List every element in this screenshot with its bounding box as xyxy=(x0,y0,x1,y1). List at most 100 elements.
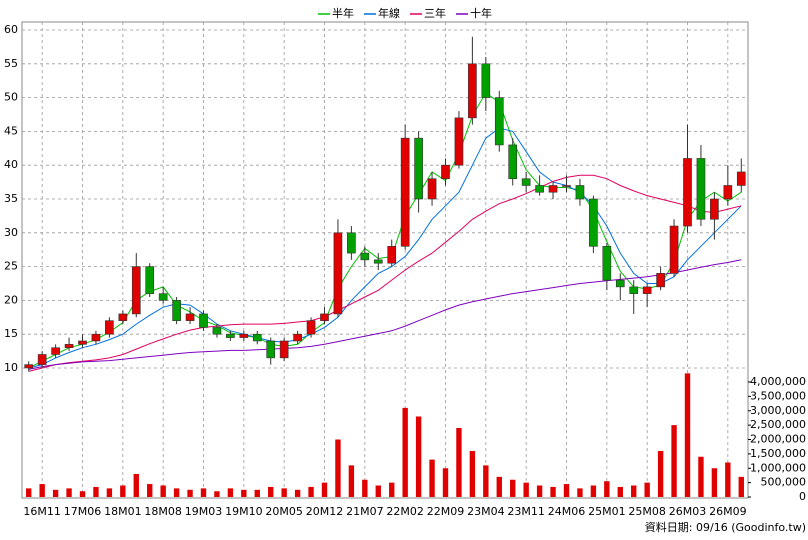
volume-bar xyxy=(657,451,664,497)
candle-body xyxy=(279,340,289,359)
candle-body xyxy=(172,300,181,321)
volume-bar xyxy=(456,428,462,497)
candle-body xyxy=(723,185,733,200)
candle-body xyxy=(131,266,141,315)
candle-body xyxy=(441,164,450,180)
x-tick-label: 21M07 xyxy=(346,505,384,518)
volume-bar xyxy=(66,488,72,497)
candle-body xyxy=(64,344,74,349)
volume-bar xyxy=(725,462,731,497)
volume-tick-label: 1,500,000 xyxy=(750,447,806,460)
candle-body xyxy=(145,266,155,294)
legend-label: 十年 xyxy=(470,6,492,20)
x-tick-label: 23M04 xyxy=(467,505,505,518)
candle-body xyxy=(226,333,235,338)
candle-body xyxy=(710,198,719,220)
x-tick-label: 20M05 xyxy=(265,505,303,518)
volume-bar xyxy=(120,485,126,497)
legend-label: 三年 xyxy=(424,6,446,20)
x-tick-label: 24M06 xyxy=(548,505,586,518)
candle-body xyxy=(185,313,195,321)
volume-bar xyxy=(133,474,139,497)
volume-bar xyxy=(308,486,314,497)
y-tick-label: 20 xyxy=(4,293,18,306)
candle-body xyxy=(521,178,531,186)
volume-bar xyxy=(375,485,381,497)
candle-body xyxy=(266,340,276,359)
volume-bar xyxy=(335,439,341,497)
volume-tick-label: 1,000,000 xyxy=(750,461,806,474)
candle-body xyxy=(78,340,87,345)
candle-body xyxy=(602,246,612,281)
legend-label: 半年 xyxy=(332,6,354,20)
candle-body xyxy=(575,185,585,200)
y-tick-label: 40 xyxy=(4,158,18,171)
volume-bar xyxy=(39,484,45,497)
candle-body xyxy=(333,232,343,315)
volume-bar xyxy=(389,482,395,497)
volume-bar xyxy=(442,468,449,497)
candle-body xyxy=(629,286,639,294)
candle-body xyxy=(481,63,491,98)
footnote: 資料日期: 09/16 (Goodinfo.tw) xyxy=(645,520,806,534)
y-tick-label: 50 xyxy=(4,91,18,104)
y-tick-label: 10 xyxy=(4,361,18,374)
candle-body xyxy=(306,320,316,335)
plot-frame xyxy=(21,21,749,499)
volume-bar xyxy=(79,491,86,497)
y-tick-label: 35 xyxy=(4,192,18,205)
volume-tick-label: 500,000 xyxy=(761,476,807,489)
x-tick-label: 19M03 xyxy=(185,505,223,518)
volume-bar xyxy=(200,488,207,497)
volume-bar xyxy=(671,425,677,497)
candle-body xyxy=(696,158,706,220)
x-tick-label: 20M12 xyxy=(306,505,344,518)
candle-body xyxy=(212,327,222,335)
volume-bar xyxy=(241,489,247,497)
volume-bar xyxy=(496,476,502,497)
y-tick-label: 30 xyxy=(4,226,18,239)
ma-line xyxy=(28,127,742,369)
candle-body xyxy=(347,232,356,254)
volume-bar xyxy=(563,484,570,497)
ma-line xyxy=(28,174,742,372)
volume-bar xyxy=(147,484,153,497)
volume-bar xyxy=(402,407,408,497)
volume-bar xyxy=(617,486,623,497)
candle-body xyxy=(105,320,114,335)
y-tick-label: 55 xyxy=(4,57,18,70)
candle-body xyxy=(683,158,692,227)
x-tick-label: 25M08 xyxy=(628,505,666,518)
candle-body xyxy=(360,252,370,261)
candle-body xyxy=(373,259,383,264)
x-tick-label: 23M11 xyxy=(507,505,545,518)
volume-bar xyxy=(281,488,287,497)
candle-body xyxy=(669,225,679,274)
legend-label: 年線 xyxy=(378,6,400,20)
x-tick-label: 26M09 xyxy=(709,505,747,518)
x-tick-label: 19M10 xyxy=(225,505,263,518)
volume-bar xyxy=(429,459,435,497)
volume-bar xyxy=(160,485,166,497)
candle-body xyxy=(91,333,101,342)
volume-tick-label: 4,000,000 xyxy=(750,375,806,388)
volume-tick-label: 2,500,000 xyxy=(750,418,806,431)
candle-body xyxy=(387,246,397,264)
x-tick-label: 18M08 xyxy=(144,505,182,518)
volume-bar xyxy=(93,486,99,497)
x-tick-label: 22M09 xyxy=(427,505,465,518)
volume-bar xyxy=(52,489,59,497)
volume-bar xyxy=(26,488,32,497)
volume-bar xyxy=(106,488,113,497)
candle-body xyxy=(562,185,571,187)
volume-bar xyxy=(173,488,180,497)
volume-bar xyxy=(550,486,556,497)
candle-body xyxy=(400,137,410,247)
volume-bar xyxy=(469,451,476,497)
candle-body xyxy=(51,347,60,355)
candle-body xyxy=(24,364,34,369)
candle-body xyxy=(252,333,262,342)
volume-bar xyxy=(523,482,529,497)
volume-tick-label: 3,500,000 xyxy=(750,389,806,402)
candle-body xyxy=(589,198,598,247)
